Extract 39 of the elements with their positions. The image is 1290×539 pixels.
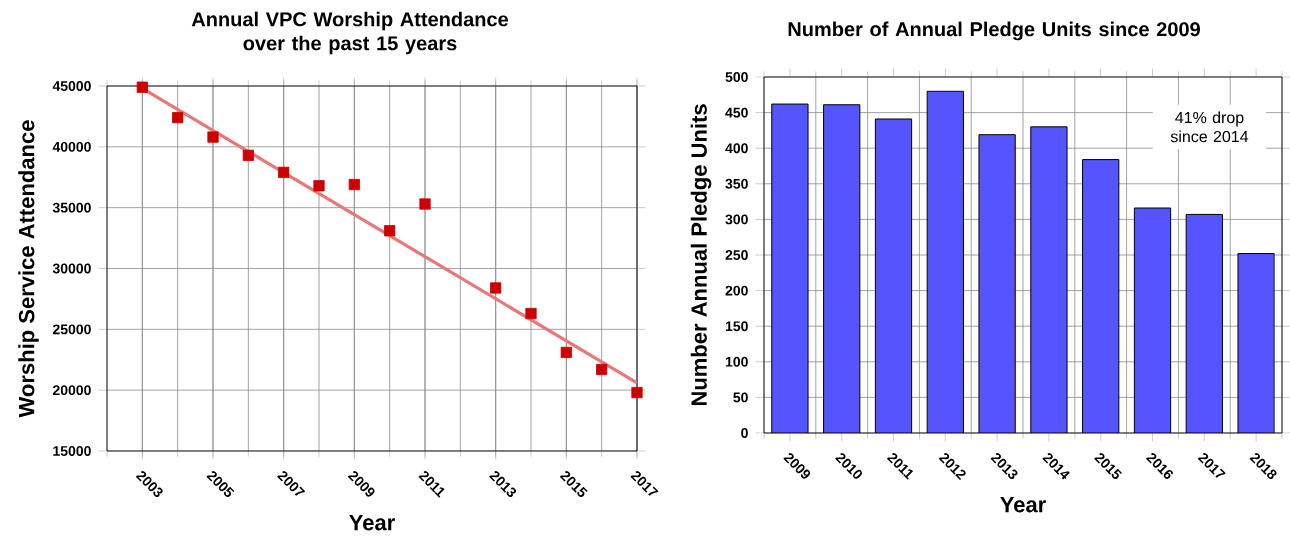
point — [631, 386, 643, 399]
point — [348, 178, 360, 191]
point — [207, 131, 219, 143]
y-tick-label: 45000 — [52, 81, 91, 91]
annotation: 41% drop since 2014 — [1170, 111, 1249, 143]
y-axis-title: Number Annual Pledge Units — [690, 104, 712, 406]
y-tick-label: 15000 — [53, 446, 91, 456]
point — [313, 180, 325, 192]
y-tick-label: 450 — [725, 107, 748, 118]
point — [384, 225, 396, 237]
y-tick-label: 150 — [725, 321, 748, 332]
y-tick-label: 300 — [725, 214, 748, 225]
point — [278, 166, 290, 178]
y-tick-label: 25000 — [52, 324, 91, 335]
point — [525, 307, 537, 320]
y-tick-label: 40000 — [52, 141, 91, 152]
x-axis-title: Year — [349, 515, 395, 531]
y-tick-label: 400 — [725, 143, 748, 154]
x-axis-title: Year — [1000, 497, 1046, 513]
point — [136, 81, 148, 93]
y-tick-label: 200 — [725, 285, 748, 296]
y-tick-label: 20000 — [52, 385, 91, 396]
y-tick-label: 250 — [725, 250, 748, 260]
y-tick-label: 0 — [741, 428, 748, 438]
y-axis-title: Worship Service Attendance — [18, 120, 39, 418]
y-tick-label: 30000 — [52, 263, 91, 274]
chart-title: Number of Annual Pledge Units since 2009 — [788, 21, 1200, 41]
point — [419, 198, 431, 210]
y-tick-label: 50 — [733, 392, 748, 403]
point — [490, 282, 502, 294]
y-tick-label: 500 — [725, 72, 748, 82]
point — [242, 149, 254, 161]
point — [560, 346, 572, 359]
y-tick-label: 350 — [725, 178, 748, 189]
chart-title: Annual VPC Worship Attendance over the past 15 years — [191, 11, 509, 55]
point — [172, 112, 184, 124]
y-tick-label: 100 — [725, 356, 748, 367]
y-tick-label: 35000 — [52, 202, 91, 213]
point — [596, 363, 608, 376]
